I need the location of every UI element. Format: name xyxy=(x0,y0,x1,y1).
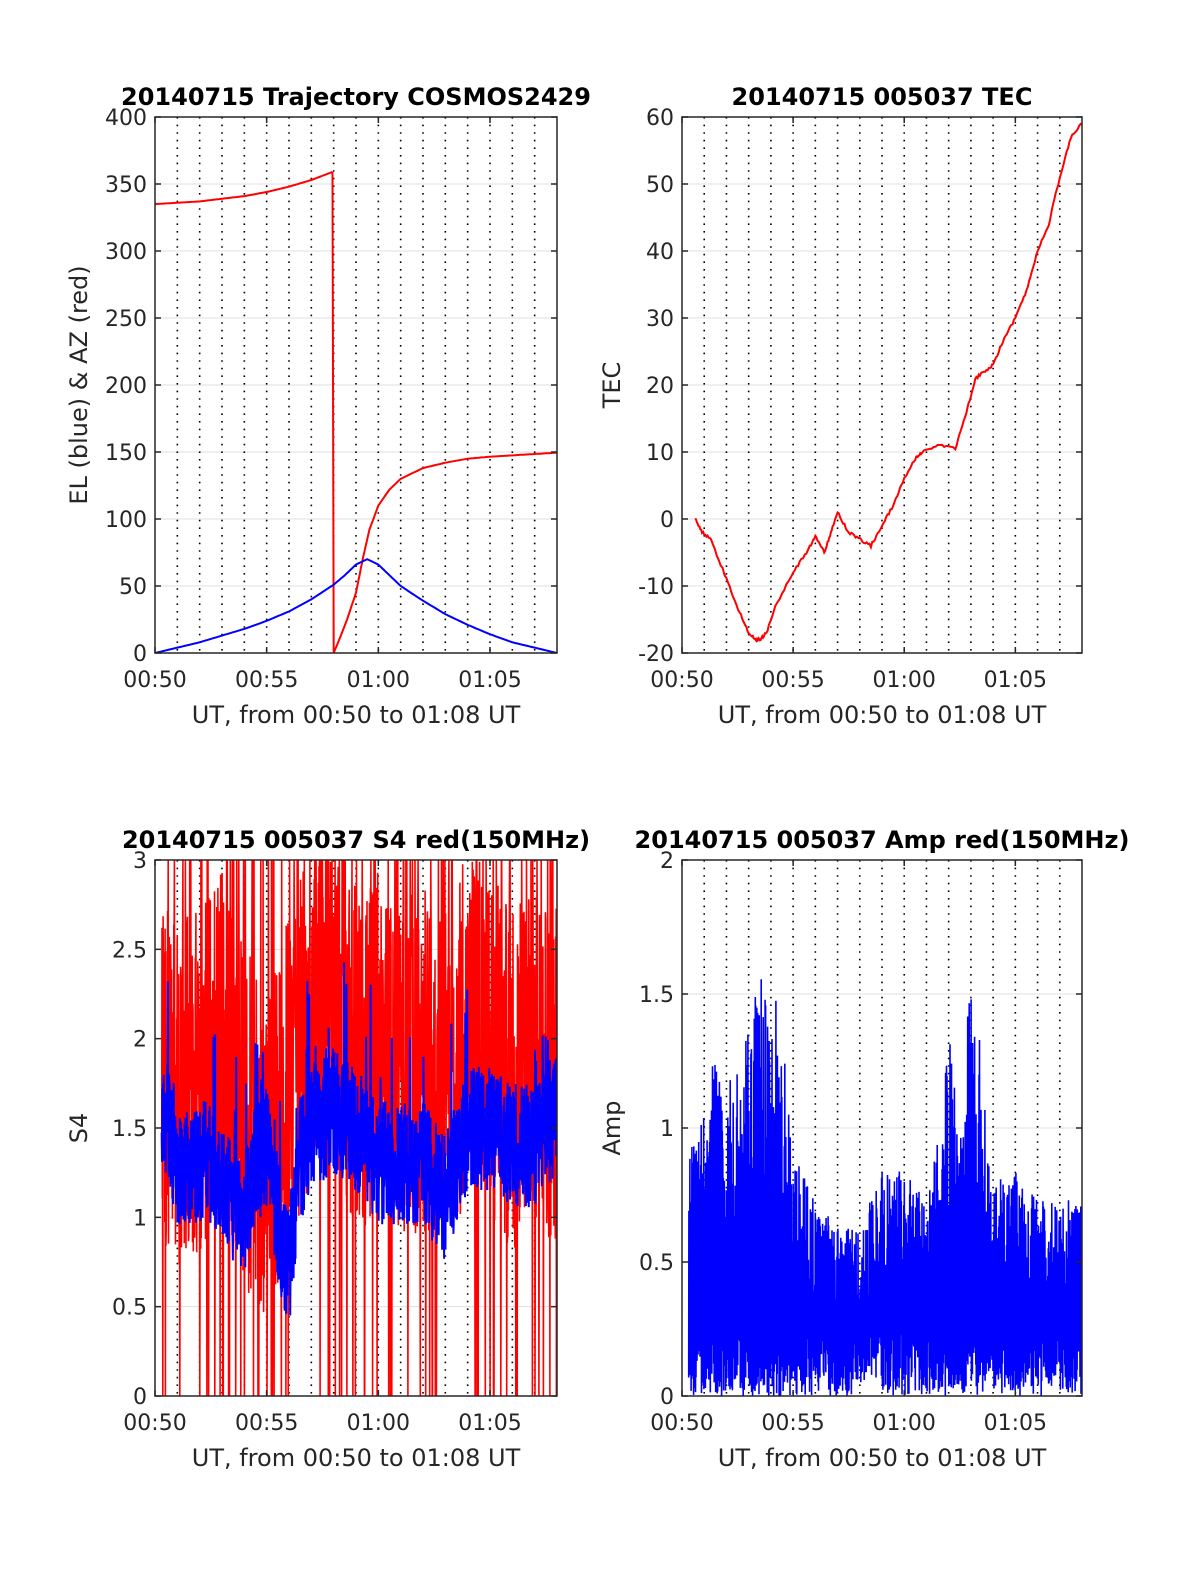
x-tick-label: 01:05 xyxy=(984,1411,1047,1436)
y-tick-label: 1.5 xyxy=(112,1117,147,1142)
y-tick-label: 200 xyxy=(105,374,147,399)
y-tick-label: -10 xyxy=(638,575,674,600)
amp-series-group xyxy=(687,979,1082,1396)
s4-series-group xyxy=(160,860,557,1396)
amp-x-label: UT, from 00:50 to 01:08 UT xyxy=(718,1444,1047,1472)
amp-panel: 0 0.5 1 1.5 2 00:50 00:55 01:00 01:05 20140715 00… xyxy=(598,826,1129,1472)
y-tick-label: 0 xyxy=(133,642,147,667)
y-tick-label: 2 xyxy=(133,1028,147,1053)
y-tick-label: 10 xyxy=(646,441,674,466)
x-tick-label: 01:05 xyxy=(458,1411,521,1436)
blue-series-line xyxy=(687,979,1082,1396)
y-tick-label: 50 xyxy=(119,575,147,600)
y-tick-label: 400 xyxy=(105,106,147,131)
x-tick-label: 01:00 xyxy=(347,668,410,693)
x-tick-label: 01:00 xyxy=(873,1411,936,1436)
y-tick-label: 60 xyxy=(646,106,674,131)
tec-title: 20140715 005037 TEC xyxy=(732,83,1033,111)
x-tick-label: 00:50 xyxy=(650,1411,713,1436)
tec-series-group xyxy=(694,122,1082,643)
y-tick-label: 0.5 xyxy=(112,1296,147,1321)
y-tick-label: 40 xyxy=(646,240,674,265)
y-tick-label: 300 xyxy=(105,240,147,265)
y-tick-label: 0.5 xyxy=(639,1251,674,1276)
y-tick-label: 30 xyxy=(646,307,674,332)
y-tick-label: 0 xyxy=(660,1385,674,1410)
blue-series-line xyxy=(155,558,557,653)
y-tick-label: 2 xyxy=(660,849,674,874)
y-tick-label: 350 xyxy=(105,173,147,198)
y-tick-label: 50 xyxy=(646,173,674,198)
red-series-line xyxy=(694,122,1082,643)
y-tick-label: 250 xyxy=(105,307,147,332)
x-tick-label: 01:05 xyxy=(984,668,1047,693)
trajectory-x-label: UT, from 00:50 to 01:08 UT xyxy=(192,701,521,729)
tec-panel: -20 -10 0 10 20 30 40 50 60 00:50 00:55 01:00 01:05 2… xyxy=(598,83,1083,729)
amp-title: 20140715 005037 Amp red(150MHz) xyxy=(635,826,1130,854)
s4-x-label: UT, from 00:50 to 01:08 UT xyxy=(192,1444,521,1472)
y-tick-label: 1 xyxy=(133,1206,147,1231)
y-tick-label: 0 xyxy=(660,508,674,533)
x-tick-label: 00:55 xyxy=(235,1411,298,1436)
x-tick-label: 01:00 xyxy=(347,1411,410,1436)
amp-y-label: Amp xyxy=(598,1100,626,1155)
trajectory-title: 20140715 Trajectory COSMOS2429 xyxy=(121,83,591,111)
x-tick-label: 00:50 xyxy=(123,1411,186,1436)
tec-x-label: UT, from 00:50 to 01:08 UT xyxy=(718,701,1047,729)
x-tick-label: 00:55 xyxy=(761,668,824,693)
red-series-line xyxy=(155,170,557,653)
y-tick-label: 150 xyxy=(105,441,147,466)
y-tick-label: 1 xyxy=(660,1117,674,1142)
y-tick-label: 2.5 xyxy=(112,938,147,963)
trajectory-panel: 0 50 100 150 200 250 300 350 400 00:50 00:55 01:00 0… xyxy=(65,83,591,729)
trajectory-y-label: EL (blue) & AZ (red) xyxy=(65,265,93,504)
trajectory-series-group xyxy=(155,170,557,653)
y-tick-label: 1.5 xyxy=(639,983,674,1008)
x-tick-label: 00:55 xyxy=(235,668,298,693)
y-tick-label: 0 xyxy=(133,1385,147,1410)
y-tick-label: 100 xyxy=(105,508,147,533)
y-tick-label: 20 xyxy=(646,374,674,399)
blue-series-line xyxy=(160,962,557,1316)
s4-title: 20140715 005037 S4 red(150MHz) xyxy=(122,826,590,854)
y-tick-label: 3 xyxy=(133,849,147,874)
s4-panel: 0 0.5 1 1.5 2 2.5 3 00:50 00:55 01:00 01:05 2014071… xyxy=(65,826,590,1472)
x-tick-label: 00:50 xyxy=(650,668,713,693)
x-tick-label: 00:55 xyxy=(761,1411,824,1436)
s4-y-label: S4 xyxy=(65,1113,93,1144)
x-tick-label: 00:50 xyxy=(123,668,186,693)
y-tick-label: -20 xyxy=(638,642,674,667)
tec-y-label: TEC xyxy=(598,362,626,410)
x-tick-label: 01:05 xyxy=(458,668,521,693)
x-tick-label: 01:00 xyxy=(873,668,936,693)
